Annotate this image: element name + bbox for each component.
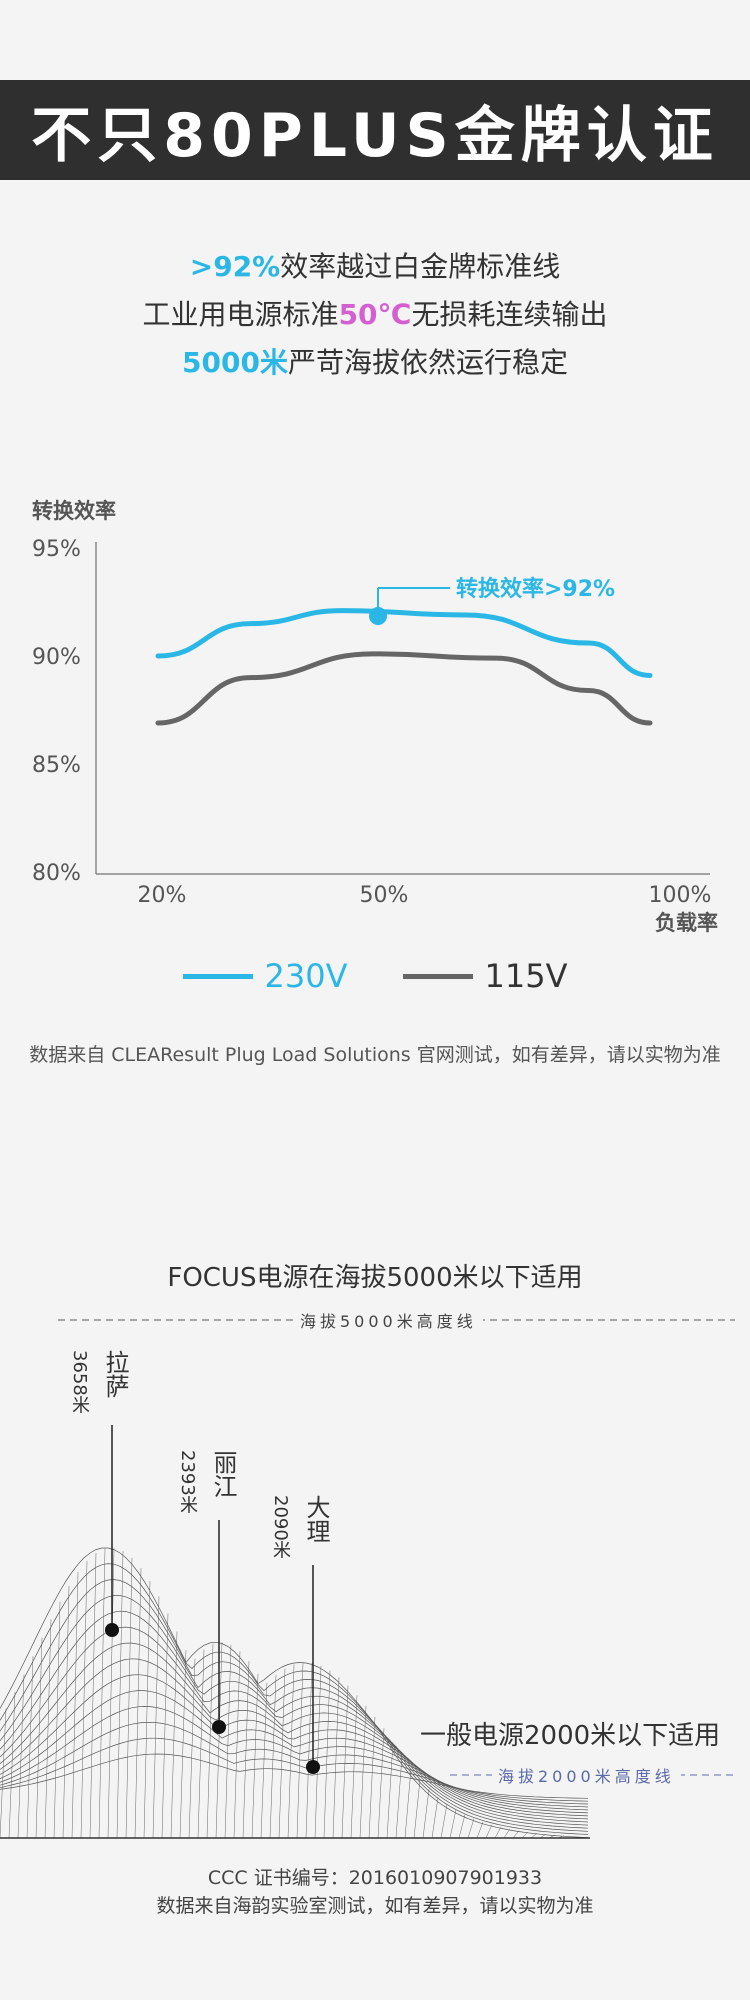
mountain-illustration [0, 1319, 735, 1839]
y-tick-label: 90% [32, 645, 81, 670]
altitude-title: FOCUS电源在海拔5000米以下适用 [167, 1263, 583, 1293]
general-psu-note: 一般电源2000米以下适用 [420, 1721, 721, 1751]
mountain-wireframe [0, 1547, 589, 1839]
claim-efficiency-text: 效率越过白金牌标准线 [280, 250, 561, 283]
y-tick-label: 85% [32, 753, 81, 778]
lab-note: 数据来自海韵实验室测试，如有差异，请以实物为准 [156, 1895, 594, 1917]
dali-marker [306, 1760, 320, 1774]
city-dali-altitude: 2090米 [270, 1495, 291, 1559]
chart-legend: 230V 115V [0, 957, 750, 995]
city-lijiang-altitude: 2393米 [177, 1450, 198, 1514]
efficiency-chart: 转换效率 95% 90% 85% 80% 20% 50% 100% 转换效率>92% 负载… [0, 490, 750, 960]
legend-item-115v: 115V [402, 957, 568, 995]
lhasa-marker [105, 1623, 119, 1637]
efficiency-chart-svg: 转换效率 95% 90% 85% 80% 20% 50% 100% 转换效率>92% 负载… [32, 499, 718, 935]
claim-altitude-text: 严苛海拔依然运行稳定 [287, 346, 568, 379]
y-tick-label: 80% [32, 861, 81, 886]
line-2000m-label: 海拔2000米高度线 [492, 1763, 681, 1787]
claim-efficiency-value: >92% [189, 250, 281, 283]
lijiang-marker [212, 1720, 226, 1734]
claim-efficiency: >92%效率越过白金牌标准线 [0, 243, 750, 291]
peak-marker [369, 607, 387, 625]
x-tick-label: 20% [138, 883, 187, 908]
feature-claims: >92%效率越过白金牌标准线 工业用电源标准50℃无损耗连续输出 5000米严苛… [0, 243, 750, 387]
claim-altitude-value: 5000米 [182, 346, 288, 379]
legend-item-230v: 230V [182, 957, 348, 995]
city-lhasa-name: 拉萨 [101, 1350, 129, 1398]
claim-altitude: 5000米严苛海拔依然运行稳定 [0, 339, 750, 387]
series-line-115v [155, 651, 653, 726]
claim-temperature-suffix: 无损耗连续输出 [411, 298, 608, 331]
footer: CCC 证书编号：2016010907901933 数据来自海韵实验室测试，如有… [0, 1864, 750, 1920]
peak-annotation: 转换效率>92% [456, 576, 615, 602]
y-axis-title: 转换效率 [32, 499, 116, 523]
city-dali-name: 大理 [302, 1495, 330, 1543]
claim-temperature-prefix: 工业用电源标准 [142, 298, 339, 331]
ccc-cert-number: CCC 证书编号：2016010907901933 [207, 1867, 543, 1889]
header-banner: 不只80PLUS金牌认证 [0, 80, 750, 180]
claim-temperature: 工业用电源标准50℃无损耗连续输出 [0, 291, 750, 339]
legend-swatch-115v [402, 973, 473, 979]
x-axis-title: 负载率 [655, 911, 718, 935]
city-lhasa-altitude: 3658米 [69, 1350, 90, 1414]
legend-label-115v: 115V [484, 957, 568, 995]
legend-swatch-230v [182, 973, 253, 979]
claim-temperature-value: 50℃ [338, 298, 412, 331]
chart-source-note: 数据来自 CLEAResult Plug Load Solutions 官网测试… [29, 1044, 721, 1066]
x-tick-label: 50% [360, 883, 409, 908]
page-title: 不只80PLUS金牌认证 [31, 100, 719, 171]
line-5000m-label: 海拔5000米高度线 [294, 1308, 483, 1332]
y-tick-label: 95% [32, 537, 81, 562]
series-line-230v [155, 608, 653, 678]
legend-label-230v: 230V [264, 957, 348, 995]
x-tick-label: 100% [649, 883, 712, 908]
city-lijiang-name: 丽江 [209, 1450, 237, 1498]
